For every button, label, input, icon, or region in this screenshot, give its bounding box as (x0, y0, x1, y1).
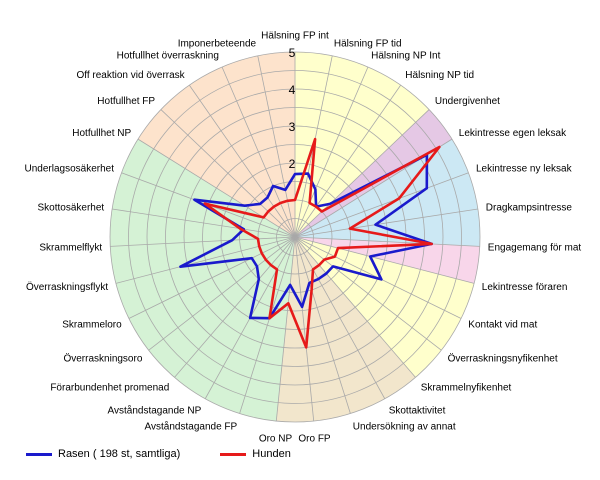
category-label-hälsning-np-tid: Hälsning NP tid (405, 70, 474, 81)
category-label-hälsning-np-int: Hälsning NP Int (371, 51, 441, 62)
spoke (221, 66, 296, 238)
sector-0 (295, 52, 430, 237)
category-label-undersökning-av-annat: Undersökning av annat (353, 421, 456, 432)
category-label-engagemang-för-mat: Engagemang för mat (488, 243, 582, 254)
legend-swatch-hunden (220, 452, 247, 456)
category-label-hotfullhet-överraskning: Hotfullhet överraskning (117, 51, 219, 62)
category-label-avståndstagande-fp: Avståndstagande FP (145, 420, 238, 432)
spoke (137, 138, 296, 238)
series-lines (179, 137, 441, 349)
category-label-lekintresse-föraren: Lekintresse föraren (482, 282, 568, 293)
spoke (294, 172, 469, 238)
spoke (294, 236, 416, 378)
category-label-hälsning-fp-int: Hälsning FP int (261, 31, 329, 42)
series-line-1 (203, 137, 441, 349)
tick-label-2: 2 (289, 157, 296, 171)
category-label-överraskningsnyfikenhet: Överraskningsnyfikenhet (448, 353, 558, 365)
spoke (110, 236, 296, 247)
spoke (294, 84, 402, 238)
spoke (160, 109, 296, 238)
category-label-oro-np: Oro NP (259, 434, 293, 445)
sector-6 (109, 139, 295, 422)
tick-label-5: 5 (289, 46, 296, 60)
spoke (148, 236, 296, 351)
spoke (294, 109, 430, 238)
legend-swatch-rasen (26, 452, 52, 456)
tick-label-4: 4 (289, 83, 296, 97)
spoke (294, 66, 369, 238)
legend-item-rasen: Rasen ( 198 st, samtliga) (26, 448, 180, 460)
spoke (115, 236, 296, 284)
category-label-skrammeloro: Skrammeloro (62, 320, 122, 331)
category-label-underlagsosäkerhet: Underlagsosäkerhet (25, 164, 115, 175)
category-label-avståndstagande-np: Avståndstagande NP (108, 405, 202, 417)
category-label-skrammelflykt: Skrammelflykt (39, 243, 102, 254)
category-label-off-reaktion-vid-överrask: Off reaktion vid överrask (76, 70, 185, 81)
spoke (188, 84, 296, 238)
legend: Rasen ( 198 st, samtliga) Hunden (26, 444, 331, 464)
category-label-överraskningsoro: Överraskningsoro (63, 353, 142, 365)
radial-tick-labels: 2 3 4 5 (289, 46, 296, 171)
sector-7 (138, 52, 295, 237)
spoke (275, 236, 296, 422)
tick-label-3: 3 (289, 120, 296, 134)
category-label-överraskningsflykt: Överraskningsflykt (26, 281, 108, 293)
category-label-dragkampsintresse: Dragkampsintresse (486, 203, 573, 214)
legend-label-rasen: Rasen ( 198 st, samtliga) (58, 448, 181, 460)
spoke (239, 236, 296, 414)
category-label-förarbundenhet-promenad: Förarbundenhet promenad (50, 383, 169, 394)
category-label-hotfullhet-fp: Hotfullhet FP (97, 96, 155, 107)
spoke (294, 236, 480, 247)
spoke (294, 236, 315, 422)
category-label-kontakt-vid-mat: Kontakt vid mat (468, 320, 537, 331)
spoke (294, 236, 442, 351)
category-label-lekintresse-ny-leksak: Lekintresse ny leksak (476, 164, 573, 175)
spoke (257, 55, 296, 238)
category-label-oro-fp: Oro FP (298, 434, 331, 445)
category-label-skrammelnyfikenhet: Skrammelnyfikenhet (421, 383, 512, 394)
category-label-hotfullhet-np: Hotfullhet NP (72, 128, 131, 139)
category-label-skottosäkerhet: Skottosäkerhet (37, 203, 104, 214)
category-label-imponerbeteende: Imponerbeteende (178, 39, 257, 50)
spoke (294, 236, 475, 284)
spoke (294, 208, 478, 238)
spoke (112, 208, 296, 238)
category-label-lekintresse-egen-leksak: Lekintresse egen leksak (459, 128, 567, 139)
legend-label-hunden: Hunden (252, 448, 291, 460)
category-label-hälsning-fp-tid: Hälsning FP tid (334, 39, 402, 50)
category-label-undergivenhet: Undergivenhet (435, 96, 500, 107)
legend-item-hunden: Hunden (220, 448, 291, 460)
spoke (294, 236, 351, 414)
series-line-0 (179, 153, 434, 320)
category-label-skottaktivitet: Skottaktivitet (389, 406, 446, 417)
radar-grid (109, 51, 481, 423)
spoke (294, 236, 386, 399)
spoke (174, 236, 296, 378)
spoke (128, 236, 296, 319)
